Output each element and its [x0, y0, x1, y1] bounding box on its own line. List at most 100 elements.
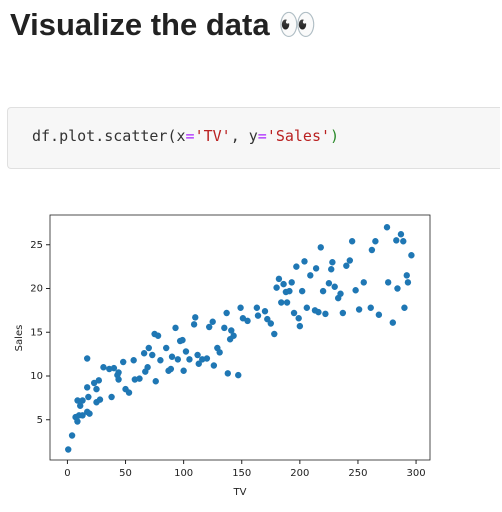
point [275, 275, 283, 283]
point [224, 370, 231, 377]
point [168, 353, 176, 360]
point [293, 263, 300, 270]
point [194, 351, 201, 359]
point [209, 318, 216, 325]
point [389, 319, 397, 326]
code-token: 'TV' [194, 127, 231, 145]
point [130, 357, 137, 364]
point [273, 284, 280, 291]
point [180, 367, 187, 374]
code-token: 'Sales' [266, 127, 331, 145]
heading: Visualize the data 👀 [10, 7, 317, 42]
point [303, 304, 311, 311]
point [290, 309, 298, 317]
x-axis-label: TV [233, 487, 247, 498]
point [192, 314, 199, 321]
point [163, 344, 170, 352]
point [206, 323, 213, 331]
point [152, 378, 159, 385]
point [216, 349, 223, 356]
point [203, 355, 211, 362]
point [254, 312, 262, 319]
code-token: ) [330, 127, 340, 145]
point [404, 279, 412, 286]
point [108, 393, 115, 401]
code-token: y [248, 127, 258, 145]
chart: TV Sales 0 50 100 150 200 250 300 5 10 15 20 25 [14, 214, 431, 498]
code-token: = [257, 127, 267, 145]
point [149, 351, 156, 359]
point [157, 357, 164, 364]
point [325, 280, 333, 287]
point [65, 446, 72, 453]
point [145, 344, 152, 352]
point [278, 299, 285, 306]
point [301, 258, 308, 265]
point [228, 327, 235, 334]
point [368, 246, 376, 254]
point [237, 304, 244, 311]
point [367, 304, 374, 311]
x-tick-label: 250 [348, 468, 367, 479]
x-tick-label: 150 [232, 468, 251, 479]
point [403, 272, 410, 279]
point [195, 360, 202, 367]
y-tick-label: 15 [30, 327, 43, 338]
point [68, 432, 76, 439]
point [322, 310, 329, 318]
code-cell[interactable]: df.plot.scatter(x='TV', y='Sales') [7, 107, 500, 169]
point [74, 418, 81, 425]
point [394, 285, 401, 292]
point [223, 309, 230, 317]
point [384, 279, 392, 286]
point [154, 332, 162, 339]
point [140, 350, 148, 357]
point [397, 231, 405, 238]
point [286, 287, 293, 295]
y-axis-label: Sales [14, 325, 25, 352]
point [331, 283, 338, 290]
point [296, 322, 304, 330]
y-tick-label: 5 [37, 415, 43, 426]
point [352, 287, 359, 294]
point [346, 257, 354, 264]
point [90, 379, 98, 387]
point [144, 364, 151, 371]
point [375, 311, 383, 318]
point [360, 279, 367, 286]
point [317, 244, 324, 251]
point [312, 265, 320, 272]
y-tick-label: 25 [30, 240, 43, 251]
point [264, 315, 271, 323]
point [329, 259, 336, 266]
point [136, 375, 143, 382]
point [271, 330, 278, 338]
point [372, 238, 379, 245]
point [298, 287, 306, 295]
point [401, 304, 408, 311]
point [79, 412, 86, 419]
code-token: , [230, 127, 249, 145]
point [235, 371, 242, 379]
point [267, 320, 274, 327]
code-token: x [176, 127, 186, 145]
point [307, 272, 314, 279]
plot-area [49, 214, 431, 461]
x-tick-label: 50 [119, 468, 132, 479]
point [120, 358, 127, 366]
point [337, 290, 344, 297]
code-token: df.plot.scatter( [32, 127, 177, 145]
point [77, 402, 84, 409]
point [74, 397, 81, 404]
point [125, 389, 133, 396]
point [83, 355, 91, 362]
point [179, 336, 186, 344]
point [210, 362, 218, 369]
code-token: = [185, 127, 195, 145]
x-tick-label: 300 [407, 468, 426, 479]
point [393, 237, 400, 244]
point [408, 252, 415, 259]
point [288, 279, 295, 286]
point [114, 371, 121, 379]
